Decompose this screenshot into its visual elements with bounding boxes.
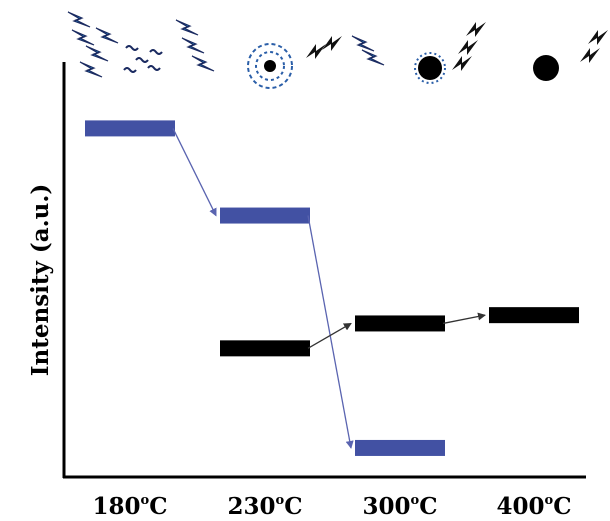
arrow-s1-c2-to-c3 (442, 312, 486, 325)
oleylamine-bolts-icon (67, 11, 119, 78)
capped-nanoparticle-icon (247, 43, 293, 89)
bare-nanoparticle-icon (533, 55, 559, 81)
partially-capped-nanoparticle-icon (414, 52, 446, 84)
chart-marks (85, 120, 579, 456)
x-tick-label-1: 230oC (228, 493, 303, 520)
free-ligands-icon (123, 45, 163, 73)
level-bar-s0-c0 (85, 120, 175, 137)
x-tick-label-0: 180oC (93, 493, 168, 520)
y-axis-label: Intensity (a.u.) (27, 184, 54, 377)
level-bar-s0-c1 (220, 207, 310, 224)
level-bar-s1-c3 (489, 307, 579, 324)
x-tick-label-2: 300oC (363, 493, 438, 520)
x-tick-labels: 180oC 230oC 300oC 400oC (93, 493, 572, 520)
bolts-group-2-icon (175, 19, 215, 72)
arrow-s0-c1-to-c2 (307, 215, 354, 449)
black-bolts-2-icon (452, 22, 486, 71)
transition-arrows (172, 128, 486, 449)
x-tick-label-3: 400oC (497, 493, 572, 520)
level-bar-s1-c1 (220, 340, 310, 357)
arrow-s1-c1-to-c2 (307, 322, 352, 349)
schematic-illustration (67, 11, 608, 89)
bolts-group-3-icon (351, 35, 385, 66)
level-bar-s0-c2 (355, 439, 445, 456)
black-bolts-3-icon (580, 30, 608, 63)
level-bar-s1-c2 (355, 315, 445, 332)
arrow-s0-c0-to-c1 (172, 128, 217, 217)
black-bolts-1-icon (306, 36, 342, 59)
